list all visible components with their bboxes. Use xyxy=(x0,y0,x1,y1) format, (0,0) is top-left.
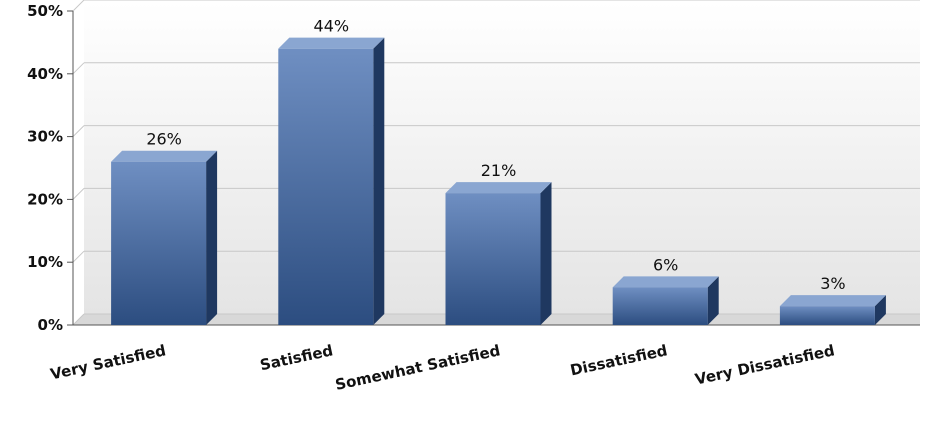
data-label: 6% xyxy=(653,255,678,274)
bar-front-face xyxy=(612,287,708,325)
gridline-diagonal xyxy=(72,125,85,137)
gridline-diagonal xyxy=(72,62,85,75)
bar-front-face xyxy=(278,48,374,326)
category-label: Very Dissatisfied xyxy=(693,341,836,388)
gridline-diagonal xyxy=(72,188,85,200)
y-tick-label: 50% xyxy=(27,2,63,20)
bar-top-face xyxy=(111,150,218,162)
data-label: 21% xyxy=(481,161,517,180)
bar xyxy=(779,295,886,325)
data-label: 3% xyxy=(820,274,845,293)
y-tick-label: 30% xyxy=(27,128,63,146)
category-label: Satisfied xyxy=(258,341,334,374)
bar xyxy=(278,37,385,326)
bar-side-face xyxy=(206,150,218,325)
bar-top-face xyxy=(445,182,552,194)
bar-side-face xyxy=(540,182,552,325)
category-label: Very Satisfied xyxy=(49,341,168,383)
y-tick-label: 20% xyxy=(27,190,63,208)
bar-side-face xyxy=(707,276,719,325)
gridline-diagonal xyxy=(72,250,85,263)
bar-front-face xyxy=(445,193,541,325)
y-tick-label: 40% xyxy=(27,65,63,83)
gridline-diagonal xyxy=(72,313,85,326)
bar-top-face xyxy=(278,37,385,49)
bar-side-face xyxy=(373,37,385,326)
category-label: Somewhat Satisfied xyxy=(334,341,502,394)
bar-side-face xyxy=(874,295,886,325)
bar-front-face xyxy=(111,161,207,325)
bar xyxy=(445,182,552,325)
y-tick-label: 0% xyxy=(38,316,63,334)
data-label: 44% xyxy=(314,17,350,36)
data-label: 26% xyxy=(146,130,182,149)
gridline-diagonal xyxy=(72,0,85,12)
bar-top-face xyxy=(779,295,886,307)
bar-top-face xyxy=(612,276,719,288)
bar-front-face xyxy=(779,306,875,325)
bar xyxy=(111,150,218,325)
bar xyxy=(612,276,719,325)
y-tick-label: 10% xyxy=(27,253,63,271)
category-label: Dissatisfied xyxy=(569,341,669,379)
bars xyxy=(111,37,886,326)
